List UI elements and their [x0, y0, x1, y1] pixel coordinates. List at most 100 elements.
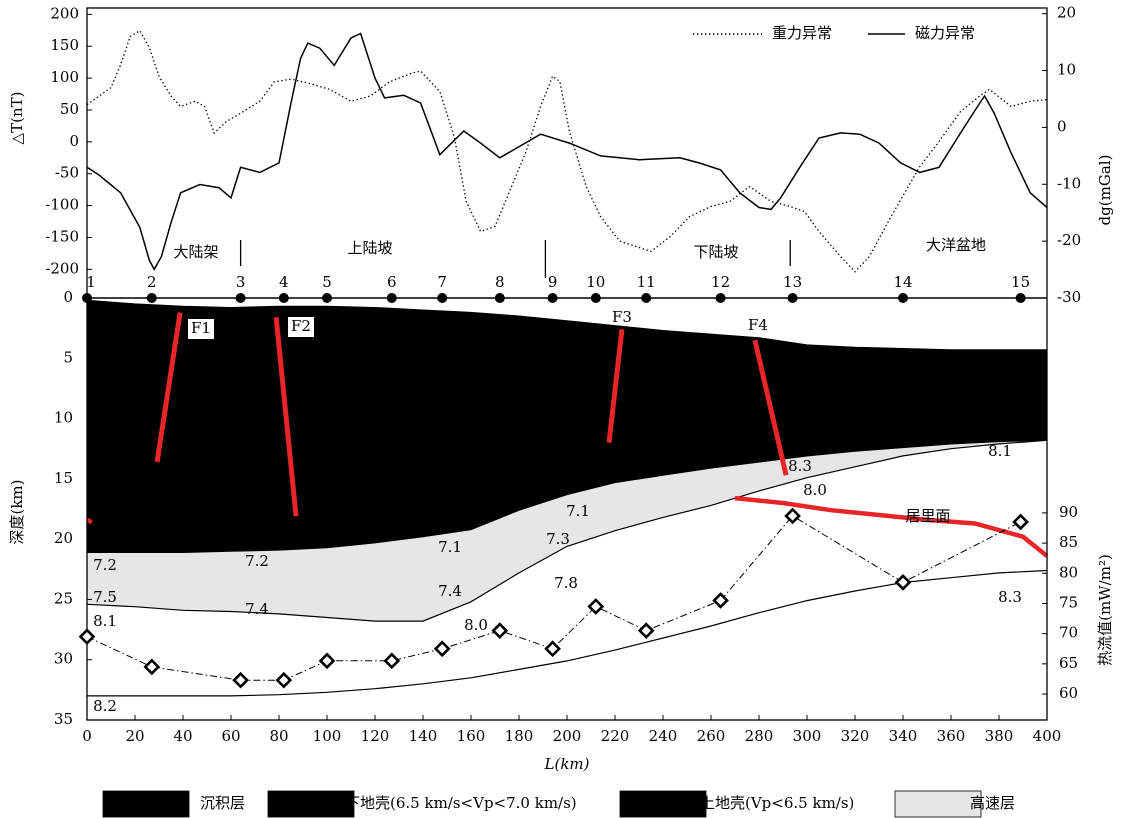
x-tick-label: 180: [505, 727, 534, 745]
legend-label: 高速层: [970, 794, 1015, 812]
annotation: 7.5: [93, 588, 117, 606]
heat-flow-point: [277, 674, 290, 687]
y-tick-label: 0: [63, 288, 73, 306]
x-tick-label: 400: [1033, 727, 1062, 745]
y-axis-label: △T(nT): [8, 92, 26, 145]
x-tick-label: 100: [313, 727, 342, 745]
heat-flow-point: [385, 654, 398, 667]
station-label: 15: [1011, 273, 1030, 291]
figure: -200-150-100-50050100150200-30-20-100102…: [0, 0, 1124, 818]
x-tick-label: 20: [125, 727, 144, 745]
y2-tick-label: 0: [1057, 117, 1067, 135]
y2-tick-label: 80: [1059, 563, 1078, 581]
station: [641, 293, 651, 303]
heat-flow-point: [321, 654, 334, 667]
station-label: 1: [86, 273, 96, 291]
x-tick-label: 260: [697, 727, 726, 745]
heat-flow-point: [436, 642, 449, 655]
x-tick-label: 300: [793, 727, 822, 745]
y-tick-label: 0: [69, 132, 79, 150]
x-tick-label: 160: [457, 727, 486, 745]
series-line: [87, 34, 1047, 270]
legend-label: 重力异常: [772, 24, 832, 42]
station: [591, 293, 601, 303]
legend-label: 磁力异常: [915, 24, 975, 42]
x-tick-label: 380: [985, 727, 1014, 745]
station: [898, 293, 908, 303]
station-label: 7: [437, 273, 447, 291]
annotation: 8.1: [93, 612, 117, 630]
y2-tick-label: 90: [1059, 503, 1078, 521]
y2-tick-label: 65: [1059, 654, 1078, 672]
x-tick-label: 0: [82, 727, 92, 745]
annotation: 7.4: [438, 582, 462, 600]
y2-axis-label: 热流值(mW/m²): [1096, 554, 1114, 666]
annotation: 7.1: [566, 502, 590, 520]
station: [1016, 293, 1026, 303]
y-tick-label: 20: [54, 529, 73, 547]
station-label: 6: [387, 273, 397, 291]
y2-tick-label: 70: [1059, 624, 1078, 642]
x-tick-label: 220: [601, 727, 630, 745]
station: [437, 293, 447, 303]
annotation: 7.2: [93, 556, 117, 574]
station: [495, 293, 505, 303]
annotation: 8.3: [788, 457, 812, 475]
y-tick-label: -50: [55, 164, 79, 182]
annotation: 7.4: [245, 600, 269, 618]
y-tick-label: 50: [60, 100, 79, 118]
station: [716, 293, 726, 303]
fault-label: F3: [612, 308, 632, 326]
station: [548, 293, 558, 303]
region-label: 大洋盆地: [926, 236, 986, 254]
y-tick-label: 10: [54, 409, 73, 427]
annotation: 8.0: [464, 616, 488, 634]
y-tick-label: 200: [50, 4, 79, 22]
region-label: 上陆坡: [347, 239, 392, 257]
fault-label: F1: [191, 319, 211, 337]
annotation: 居里面: [905, 507, 950, 525]
y-tick-label: 15: [54, 469, 73, 487]
station-label: 5: [322, 273, 332, 291]
heat-flow-point: [897, 576, 910, 589]
heat-flow-point: [640, 624, 653, 637]
x-tick-label: 120: [361, 727, 390, 745]
station-label: 11: [637, 273, 656, 291]
x-tick-label: 40: [173, 727, 192, 745]
x-tick-label: 200: [553, 727, 582, 745]
x-tick-label: 60: [221, 727, 240, 745]
y-tick-label: 5: [63, 348, 73, 366]
y-tick-label: 100: [50, 68, 79, 86]
y-tick-label: 30: [54, 650, 73, 668]
x-tick-label: 140: [409, 727, 438, 745]
series-line: [87, 31, 1047, 272]
fault-label: F2: [291, 317, 311, 335]
station-label: 14: [893, 273, 912, 291]
y-tick-label: -200: [45, 259, 79, 277]
station-label: 10: [586, 273, 605, 291]
annotation: 8.2: [93, 697, 117, 715]
station-label: 9: [548, 273, 558, 291]
legend-swatch: [268, 791, 354, 817]
heat-flow-point: [493, 624, 506, 637]
y2-axis-label: dg(mGal): [1096, 155, 1114, 226]
station-label: 3: [236, 273, 246, 291]
annotation: 7.1: [438, 538, 462, 556]
annotation: 8.0: [803, 481, 827, 499]
legend-label: 沉积层: [200, 794, 245, 812]
y2-tick-label: 60: [1059, 684, 1078, 702]
legend-swatch: [103, 791, 189, 817]
y2-tick-label: 20: [1057, 4, 1076, 22]
annotation: 7.3: [546, 530, 570, 548]
station-label: 4: [279, 273, 289, 291]
annotation: 7.2: [245, 552, 269, 570]
annotation: 8.3: [998, 588, 1022, 606]
legend-swatch: [895, 791, 981, 817]
annotation: 7.8: [554, 574, 578, 592]
legend-label: 下地壳(6.5 km/s<Vp<7.0 km/s): [345, 794, 577, 812]
annotation: 8.1: [988, 442, 1012, 460]
y2-tick-label: -30: [1057, 288, 1081, 306]
heat-flow-point: [81, 630, 94, 643]
y-tick-label: 150: [50, 36, 79, 54]
station: [788, 293, 798, 303]
